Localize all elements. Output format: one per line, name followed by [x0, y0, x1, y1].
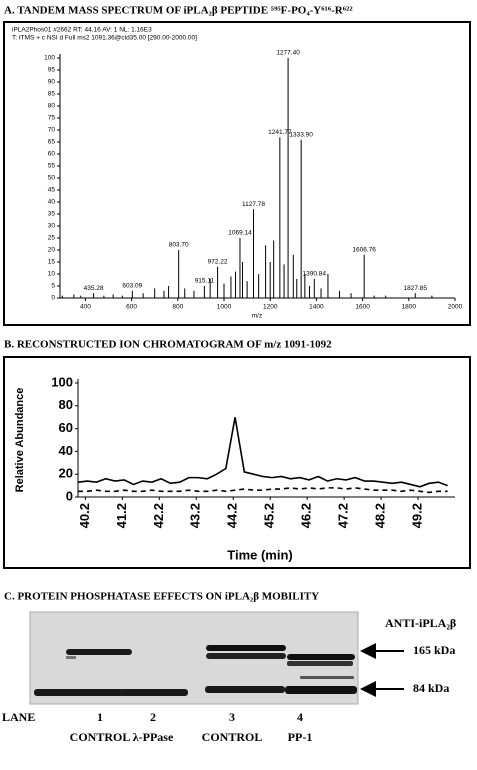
x-tick-label: 600	[126, 304, 137, 311]
x-tick-label: 46.2	[299, 503, 314, 528]
series-line	[77, 417, 448, 488]
x-tick-label: 49.2	[409, 503, 424, 528]
marker-label: 165 kDa	[413, 643, 455, 657]
y-tick-label: 95	[48, 67, 56, 74]
panel-b-frame	[3, 356, 471, 569]
antibody-label: ANTI-iPLA₂β	[385, 616, 456, 630]
x-axis-label: m/z	[252, 313, 262, 320]
x-tick-label: 1200	[263, 304, 278, 311]
y-tick-label: 0	[51, 295, 55, 302]
peak-label: 1241.77	[268, 129, 292, 136]
y-tick-label: 80	[48, 103, 56, 110]
peak-label: 603.09	[122, 283, 142, 290]
y-tick-label: 100	[44, 55, 55, 62]
lane-heading: LANE	[2, 710, 35, 724]
x-axis-label: Time (min)	[227, 547, 293, 562]
y-tick-label: 0	[66, 488, 73, 503]
y-tick-label: 70	[48, 127, 56, 134]
peak-label: 1390.84	[303, 271, 327, 278]
lane-number: 4	[297, 710, 303, 724]
x-tick-label: 45.2	[262, 503, 277, 528]
y-tick-label: 15	[48, 259, 56, 266]
y-tick-label: 90	[48, 79, 56, 86]
y-tick-label: 40	[48, 199, 56, 206]
panel-a-frame	[3, 21, 471, 326]
x-tick-label: 1000	[217, 304, 232, 311]
x-tick-label: 41.2	[114, 503, 129, 528]
peak-label: 1827.85	[403, 285, 427, 292]
y-tick-label: 100	[51, 374, 73, 389]
x-tick-label: 800	[172, 304, 183, 311]
y-tick-label: 30	[48, 223, 56, 230]
x-tick-label: 1800	[402, 304, 417, 311]
lane-number: 3	[229, 710, 235, 724]
spectrum-header: T: ITMS + c NSI d Full ms2 1091.36@cid35…	[12, 35, 197, 42]
lane-name: CONTROL	[202, 730, 263, 744]
x-tick-label: 47.2	[336, 503, 351, 528]
x-tick-label: 48.2	[373, 503, 388, 528]
x-tick-label: 1600	[355, 304, 370, 311]
y-tick-label: 55	[48, 163, 56, 170]
lane-number: 1	[97, 710, 103, 724]
peak-label: 1606.76	[352, 247, 376, 254]
peak-label: 1333.90	[289, 131, 313, 138]
y-tick-label: 25	[48, 235, 56, 242]
y-tick-label: 65	[48, 139, 56, 146]
x-tick-label: 400	[80, 304, 91, 311]
y-tick-label: 60	[48, 151, 56, 158]
lane-number: 2	[150, 710, 156, 724]
blot-image	[29, 611, 404, 705]
marker-label: 84 kDa	[413, 681, 449, 695]
y-tick-label: 40	[59, 443, 73, 458]
x-tick-label: 43.2	[188, 503, 203, 528]
y-tick-label: 35	[48, 211, 56, 218]
y-tick-label: 45	[48, 187, 56, 194]
lane-name: CONTROL	[70, 730, 131, 744]
peak-label: 915.11	[195, 278, 215, 285]
y-tick-label: 10	[48, 271, 56, 278]
y-tick-label: 50	[48, 175, 56, 182]
y-tick-label: 75	[48, 115, 56, 122]
peak-label: 1277.40	[276, 50, 300, 57]
y-tick-label: 20	[59, 466, 73, 481]
x-tick-label: 1400	[309, 304, 324, 311]
y-tick-label: 20	[48, 247, 56, 254]
x-tick-label: 2000	[448, 304, 463, 311]
peak-label: 1127.78	[242, 201, 265, 208]
x-tick-label: 42.2	[151, 503, 166, 528]
y-tick-label: 85	[48, 91, 56, 98]
panel-c-title: C. PROTEIN PHOSPHATASE EFFECTS ON iPLA₂β…	[4, 591, 319, 603]
lane-name: PP-1	[288, 730, 313, 744]
peak-label: 803.70	[169, 242, 189, 249]
peak-label: 1069.14	[228, 230, 252, 237]
y-tick-label: 60	[59, 420, 73, 435]
y-tick-label: 5	[51, 283, 55, 290]
x-tick-label: 40.2	[77, 503, 92, 528]
peak-label: 435.28	[84, 285, 104, 292]
peak-label: 972.22	[208, 259, 228, 266]
lane-name: λ-PPase	[133, 730, 174, 744]
panel-b-title: B. RECONSTRUCTED ION CHROMATOGRAM OF m/z…	[4, 339, 332, 351]
x-tick-label: 44.2	[225, 503, 240, 528]
y-tick-label: 80	[59, 397, 73, 412]
spectrum-header: iPLA2Phos01 #2662 RT: 44.16 AV: 1 NL: 1.…	[12, 27, 152, 34]
panel-a-title: A. TANDEM MASS SPECTRUM OF iPLA₂β PEPTID…	[4, 5, 353, 17]
y-axis-label: Relative Abundance	[14, 388, 26, 493]
series-line	[78, 487, 448, 494]
